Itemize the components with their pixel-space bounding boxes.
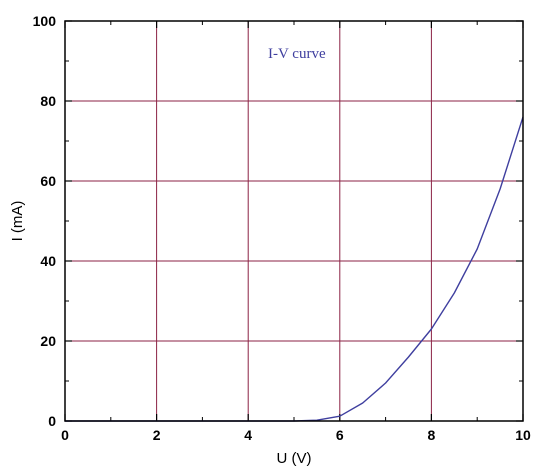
minor-ticks [64,20,524,422]
x-tick-label: 6 [336,427,344,443]
grid [65,21,523,421]
series-line-iv-curve [65,116,524,422]
x-tick-label: 0 [61,427,69,443]
y-axis-label: I (mA) [9,201,26,242]
x-tick-label: 8 [428,427,436,443]
y-tick-label: 40 [40,253,56,269]
x-tick-label: 2 [153,427,161,443]
y-tick-label: 80 [40,93,56,109]
y-tick-label: 0 [48,413,56,429]
x-axis-label: U (V) [277,450,312,467]
legend-label: I-V curve [268,46,326,62]
x-tick-label: 10 [515,427,531,443]
y-tick-label: 60 [40,173,56,189]
y-tick-label: 20 [40,333,56,349]
plot-frame [64,20,524,422]
series-layer [65,116,524,422]
y-tick-label: 100 [33,13,57,29]
x-tick-label: 4 [244,427,252,443]
